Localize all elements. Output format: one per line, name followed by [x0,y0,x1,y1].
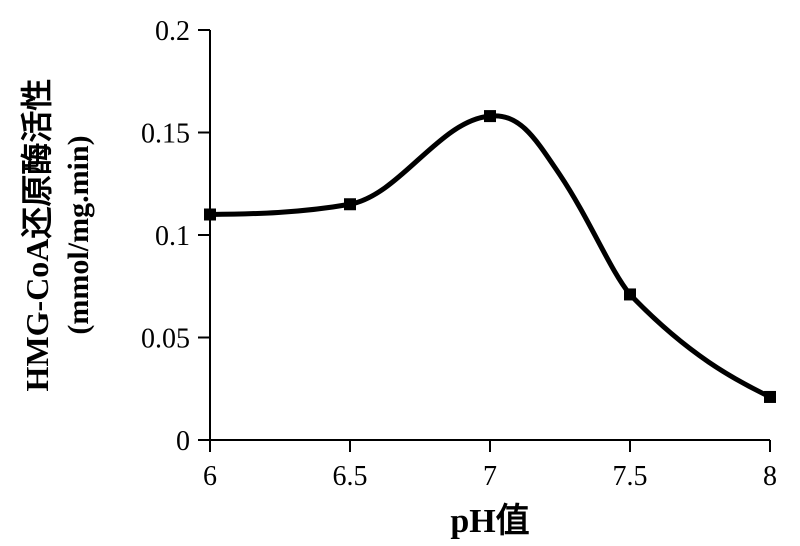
x-tick-label: 7 [483,461,497,492]
chart-svg: 6 6.5 7 7.5 8 0 0.05 0.1 0.15 0.2 [0,0,800,546]
y-tick-labels: 0 0.05 0.1 0.15 0.2 [141,16,190,457]
y-axis-title-line1: HMG-CoA还原酶活性 [19,79,55,392]
x-tick-label: 7.5 [613,461,648,492]
data-marker [484,110,496,122]
y-ticks [198,30,210,440]
x-ticks [210,440,770,452]
data-marker [764,391,776,403]
y-tick-label: 0.05 [141,324,190,355]
series-line [210,116,770,397]
x-axis-title: pH值 [450,502,529,540]
y-tick-label: 0.1 [155,221,190,252]
data-marker [344,198,356,210]
axes: 6 6.5 7 7.5 8 0 0.05 0.1 0.15 0.2 [141,16,777,492]
x-tick-label: 8 [763,461,777,492]
y-tick-label: 0 [176,426,190,457]
x-tick-label: 6.5 [333,461,368,492]
series-markers [204,110,776,403]
y-axis-title-group: HMG-CoA还原酶活性 (mmol/mg.min) [19,79,95,392]
data-marker [204,209,216,221]
y-tick-label: 0.15 [141,119,190,150]
data-marker [624,288,636,300]
y-axis-title-line2: (mmol/mg.min) [62,135,95,334]
x-tick-label: 6 [203,461,217,492]
chart-container: 6 6.5 7 7.5 8 0 0.05 0.1 0.15 0.2 [0,0,800,546]
y-tick-label: 0.2 [155,16,190,47]
x-tick-labels: 6 6.5 7 7.5 8 [203,461,777,492]
